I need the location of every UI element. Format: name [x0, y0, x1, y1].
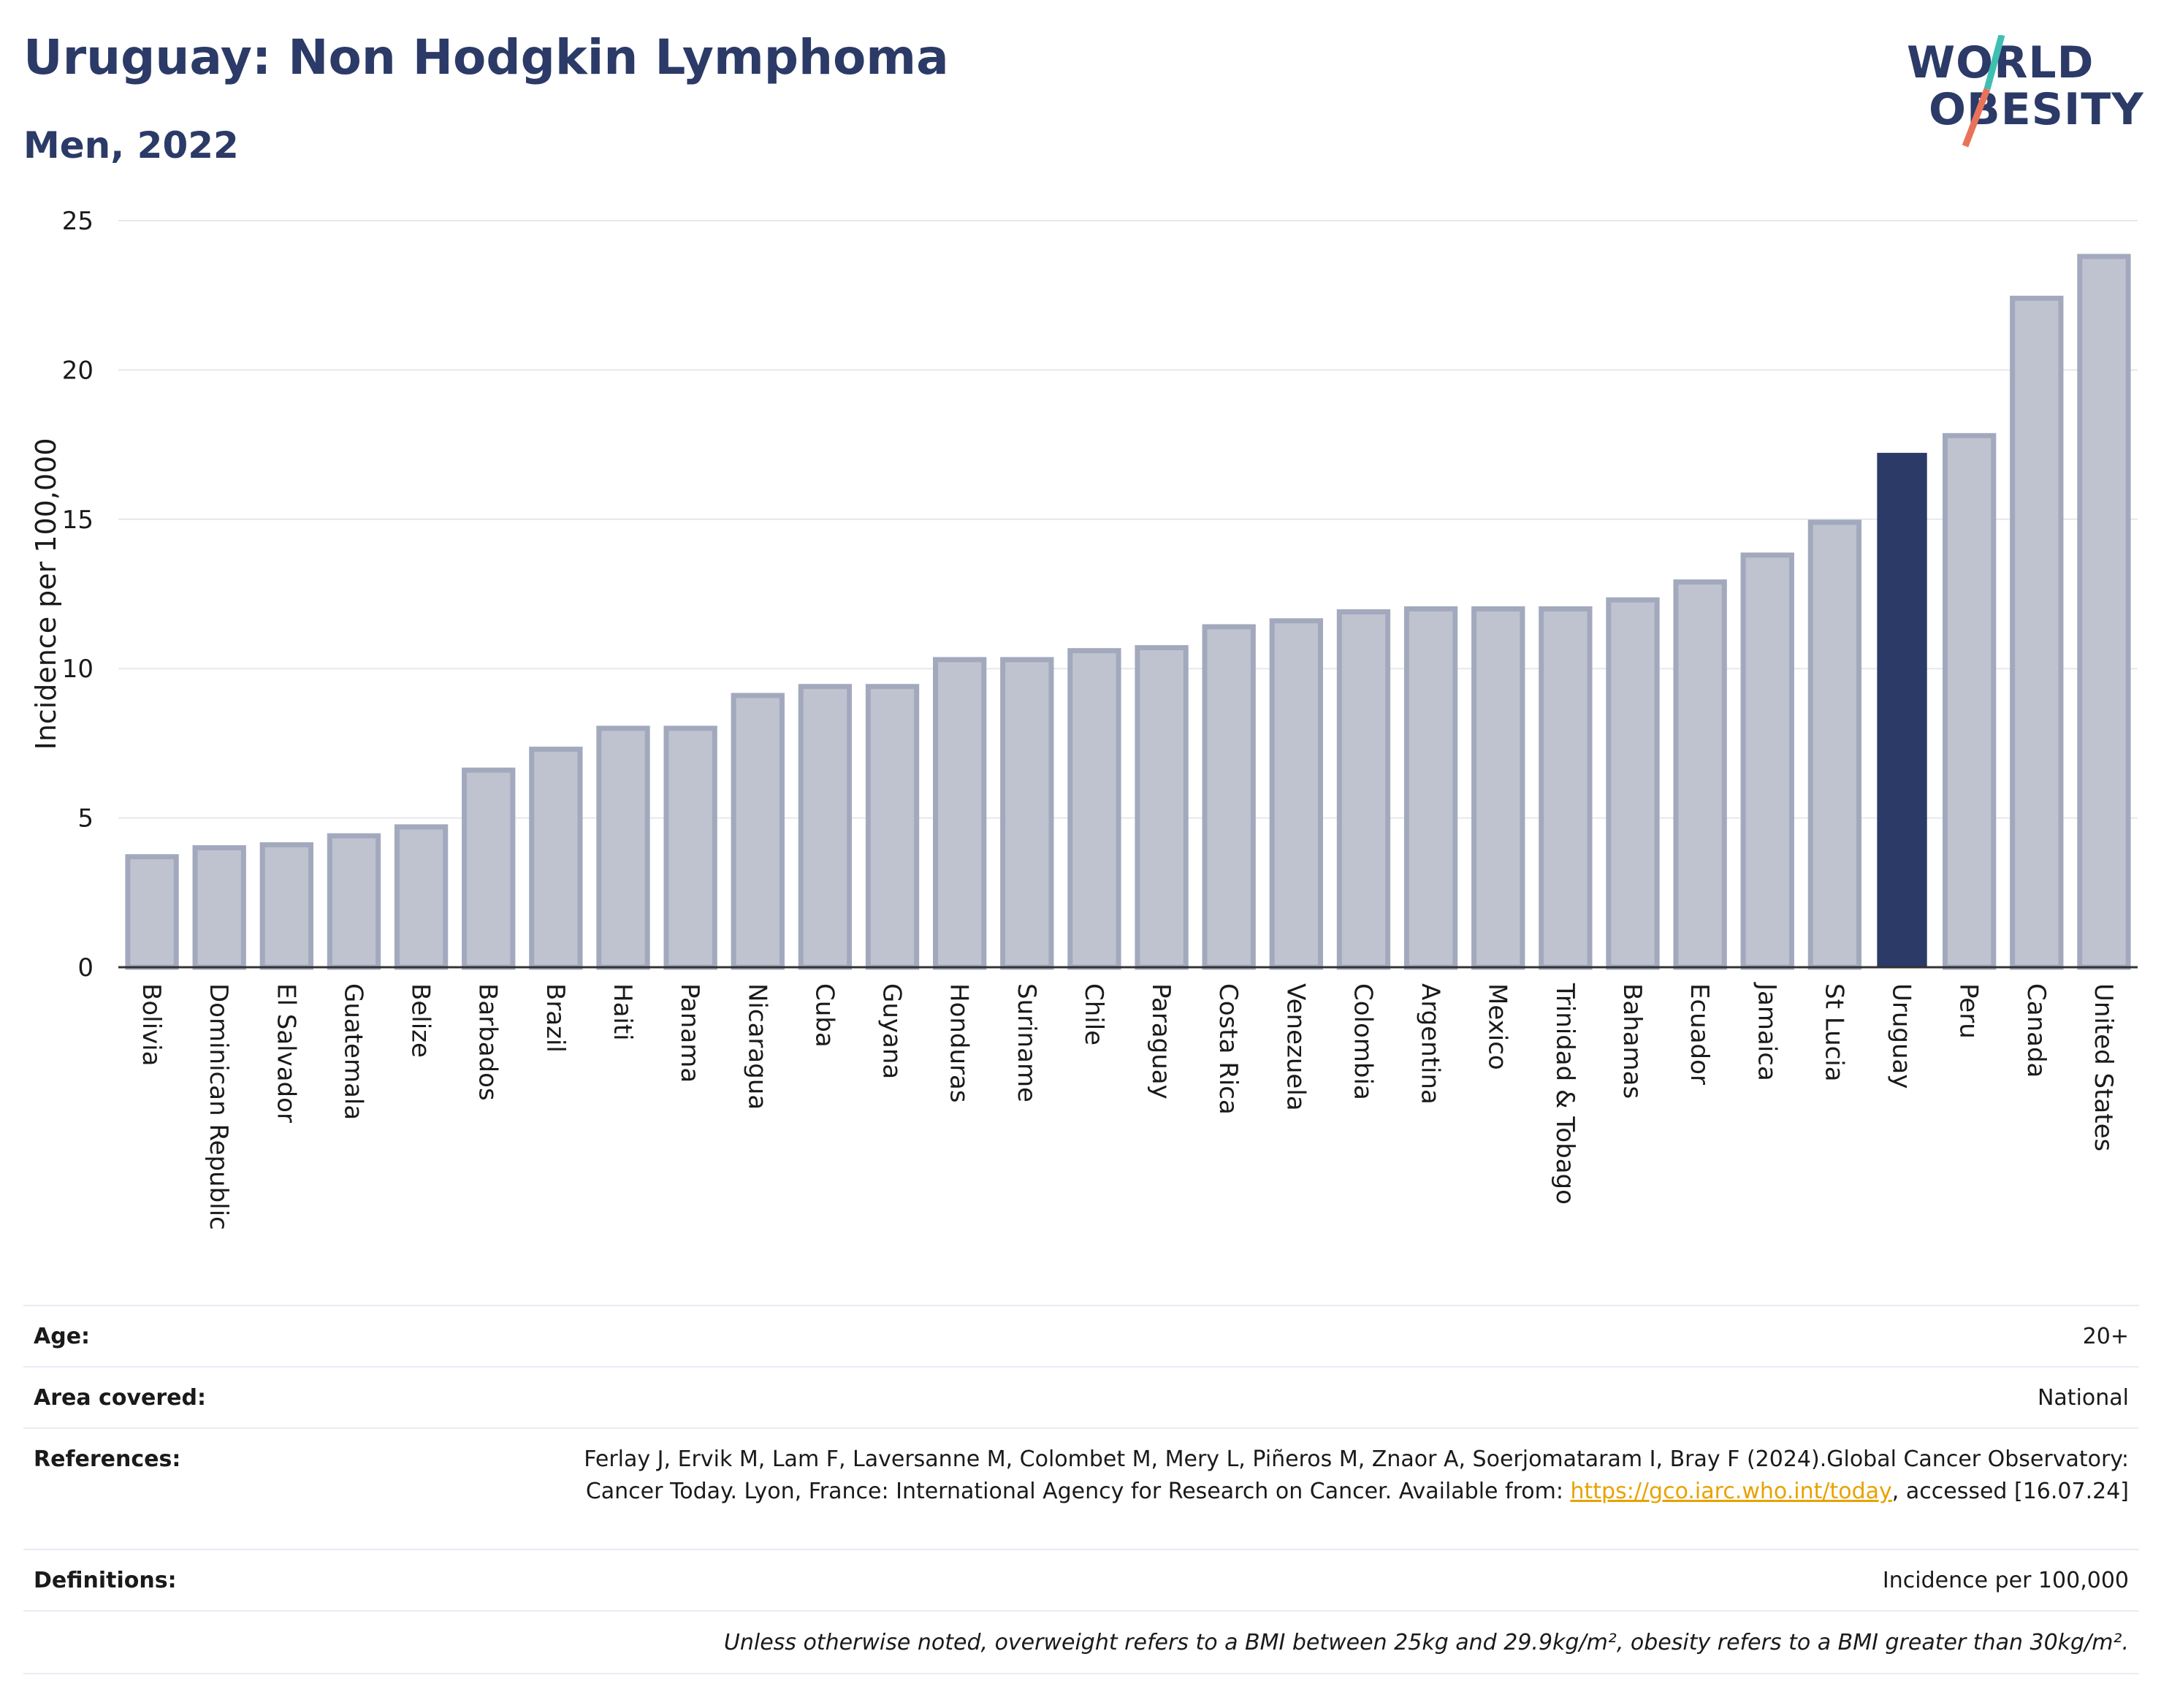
y-tick-label: 15: [62, 506, 94, 535]
bar: [2077, 253, 2131, 970]
y-tick-label: 5: [77, 804, 94, 834]
bar: [1135, 645, 1189, 970]
x-tick-label: Suriname: [1012, 983, 1041, 1102]
x-tick-label: Barbados: [473, 983, 503, 1101]
bar: [798, 684, 853, 970]
x-tick-label: Bolivia: [137, 983, 166, 1066]
world-obesity-logo: WORLD OBESITY: [1907, 35, 2144, 152]
logo-line2: OBESITY: [1929, 84, 2144, 135]
bar-chart: 0 5 10 15 20 25 Incidence per 100,000 Bolivia Do…: [30, 207, 2138, 1230]
x-tick-label: Dominican Republic: [204, 983, 233, 1230]
references-label: References:: [34, 1446, 181, 1472]
bar: [596, 725, 650, 970]
bar: [1539, 606, 1593, 970]
x-tick-label: Paraguay: [1146, 983, 1175, 1099]
bar: [1673, 579, 1727, 970]
bar: [125, 854, 179, 970]
references-text: Ferlay J, Ervik M, Lam F, Laversanne M, …: [584, 1446, 2129, 1504]
x-tick-label: Peru: [1954, 983, 1983, 1039]
bar: [462, 767, 516, 970]
area-value: National: [2037, 1384, 2129, 1411]
references-tail: , accessed [16.07.24]: [1891, 1479, 2129, 1504]
x-tick-label: Jamaica: [1752, 982, 1781, 1081]
bar: [1471, 606, 1525, 970]
x-tick-label: Honduras: [945, 983, 974, 1103]
y-tick-label: 0: [77, 953, 94, 983]
bar: [932, 657, 987, 970]
bar: [1740, 552, 1794, 970]
bar: [394, 824, 449, 970]
info-row-definitions: Definitions: Incidence per 100,000: [23, 1549, 2139, 1610]
x-tick-label: United States: [2089, 983, 2118, 1151]
definitions-label: Definitions:: [34, 1567, 177, 1593]
age-value: 20+: [2082, 1323, 2129, 1349]
bar: [529, 747, 583, 970]
definitions-value: Incidence per 100,000: [1882, 1567, 2129, 1593]
x-tick-label: Trinidad & Tobago: [1550, 983, 1579, 1205]
info-row-references: References: Ferlay J, Ervik M, Lam F, La…: [23, 1427, 2139, 1549]
x-tick-label: Argentina: [1416, 983, 1445, 1105]
x-tick-label: Canada: [2021, 983, 2051, 1078]
bar: [2010, 295, 2064, 970]
x-tick-label: Colombia: [1348, 983, 1377, 1100]
x-tick-label: El Salvador: [271, 983, 300, 1123]
bar: [1606, 597, 1660, 970]
x-tick-label: Cuba: [809, 983, 839, 1048]
x-tick-label: Haiti: [608, 983, 637, 1041]
x-tick-label: Mexico: [1483, 983, 1512, 1070]
references-link[interactable]: https://gco.iarc.who.int/today: [1570, 1479, 1892, 1504]
page-title: Uruguay: Non Hodgkin Lymphoma: [23, 29, 949, 85]
bar: [1202, 624, 1256, 970]
x-tick-label: Venezuela: [1281, 983, 1310, 1111]
info-row-area: Area covered: National: [23, 1366, 2139, 1427]
x-tick-label: Brazil: [541, 983, 570, 1053]
bar: [731, 693, 785, 970]
x-tick-label: Costa Rica: [1213, 983, 1243, 1115]
x-tick-label: Uruguay: [1887, 983, 1916, 1089]
x-tick-label: Guatemala: [338, 983, 367, 1120]
x-tick-label: Panama: [675, 983, 704, 1083]
bar: [1067, 648, 1121, 970]
logo-slash-icon: [1962, 35, 2005, 148]
info-table: Age: 20+ Area covered: National Referenc…: [23, 1305, 2139, 1674]
x-tick-label: Bahamas: [1617, 983, 1647, 1099]
x-tick-label: Guyana: [877, 983, 907, 1079]
bar: [1269, 618, 1324, 970]
references-value: Ferlay J, Ervik M, Lam F, Laversanne M, …: [558, 1444, 2129, 1508]
x-tick-label: Chile: [1079, 983, 1108, 1045]
bar: [259, 842, 314, 970]
x-tick-label: Ecuador: [1685, 983, 1714, 1085]
bar: [1807, 519, 1862, 970]
x-tick-label: St Lucia: [1819, 983, 1848, 1082]
bar: [327, 833, 381, 970]
area-label: Area covered:: [34, 1384, 206, 1411]
x-tick-label: Belize: [406, 983, 435, 1058]
bar: [865, 684, 920, 970]
bar: [1877, 452, 1927, 968]
y-tick-label: 20: [62, 356, 94, 385]
y-tick-label: 25: [62, 207, 94, 236]
age-label: Age:: [34, 1323, 91, 1349]
bar: [1403, 606, 1458, 970]
bar: [1942, 432, 1997, 970]
bar: [1336, 609, 1391, 970]
x-tick-label: Nicaragua: [742, 983, 771, 1110]
bar: [1000, 657, 1054, 970]
bmi-note: Unless otherwise noted, overweight refer…: [723, 1629, 2129, 1655]
y-tick-label: 10: [62, 655, 94, 684]
info-row-note: Unless otherwise noted, overweight refer…: [23, 1610, 2139, 1674]
bar: [192, 845, 246, 970]
info-row-age: Age: 20+: [23, 1305, 2139, 1366]
page-subtitle: Men, 2022: [23, 124, 239, 167]
y-axis-label: Incidence per 100,000: [30, 438, 62, 750]
bar: [663, 725, 717, 970]
